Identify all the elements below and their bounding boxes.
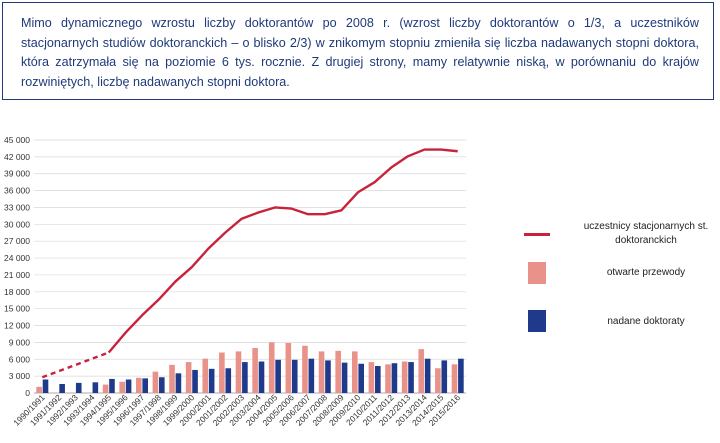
y-tick-label: 24 000 <box>4 253 30 263</box>
bar-awarded <box>109 378 115 393</box>
bar-awarded <box>341 362 348 393</box>
bar-opened <box>302 345 308 393</box>
bar-opened <box>418 349 425 393</box>
bar-opened <box>169 364 175 393</box>
y-tick-label: 30 000 <box>4 219 30 229</box>
legend-awarded-swatch <box>528 310 546 332</box>
bar-awarded <box>291 359 298 393</box>
line-series <box>41 148 458 379</box>
legend-line-swatch <box>524 233 550 236</box>
legend-awarded-label: nadane doktoraty <box>607 316 685 327</box>
bar-awarded <box>225 368 232 393</box>
y-tick-label: 45 000 <box>4 135 30 145</box>
bar-opened <box>102 384 109 393</box>
bar-awarded <box>424 358 431 393</box>
bar-opened <box>136 377 142 393</box>
y-tick-label: 27 000 <box>4 236 30 246</box>
y-tick-label: 12 000 <box>4 321 30 331</box>
bar-opened <box>318 351 325 393</box>
y-tick-label: 21 000 <box>4 270 30 280</box>
intro-paragraph: Mimo dynamicznego wzrostu liczby doktora… <box>21 16 699 89</box>
bar-awarded <box>92 382 99 393</box>
legend-opened-label: otwarte przewody <box>606 267 686 278</box>
y-tick-label: 39 000 <box>4 169 30 179</box>
y-tick-label: 18 000 <box>4 287 30 297</box>
doctoral-chart: 0 3 000 6 000 9 000 12 000 15 000 18 000 21 000… <box>4 135 466 428</box>
bar-awarded <box>175 373 182 393</box>
y-axis-ticks: 0 3 000 6 000 9 000 12 000 15 000 18 000 21 000… <box>4 135 30 398</box>
bar-opened <box>219 352 225 393</box>
bar-awarded <box>325 360 331 393</box>
bar-opened <box>252 348 258 393</box>
line-series-dashed <box>41 351 110 379</box>
legend-opened-swatch <box>528 262 546 284</box>
bar-opened <box>235 351 242 393</box>
y-tick-label: 36 000 <box>4 186 30 196</box>
bar-awarded <box>458 358 464 393</box>
bar-awarded <box>192 369 198 393</box>
bar-awarded <box>391 363 398 393</box>
bar-awarded <box>441 360 448 393</box>
intro-text-box: Mimo dynamicznego wzrostu liczby doktora… <box>2 2 714 100</box>
bar-opened <box>185 362 192 393</box>
x-axis-ticks: 1990/19911991/19921992/19931993/19941994… <box>11 392 462 428</box>
bar-opened <box>352 351 358 393</box>
bar-opened <box>435 368 441 393</box>
bar-awarded <box>375 366 381 393</box>
y-tick-label: 3 000 <box>9 371 31 381</box>
bar-awarded <box>358 363 364 393</box>
y-tick-label: 42 000 <box>4 152 30 162</box>
bar-awarded <box>42 379 49 393</box>
bar-opened <box>268 342 275 393</box>
y-tick-label: 33 000 <box>4 202 30 212</box>
y-tick-label: 0 <box>25 388 30 398</box>
y-tick-label: 6 000 <box>9 354 31 364</box>
bar-opened <box>385 364 391 393</box>
bar-opened <box>152 371 159 393</box>
gridlines <box>34 139 466 394</box>
y-tick-label: 9 000 <box>9 337 31 347</box>
bar-opened <box>285 342 292 393</box>
bar-awarded <box>275 359 281 393</box>
bar-awarded <box>142 378 148 393</box>
bar-opened <box>451 364 458 393</box>
bar-awarded <box>59 384 65 393</box>
bar-opened <box>202 358 209 393</box>
bar-opened <box>36 386 42 393</box>
bar-opened <box>368 362 375 393</box>
legend-line-label: uczestnicy stacjonarnych st. doktorancki… <box>583 221 709 246</box>
bar-awarded <box>208 368 215 393</box>
bar-awarded <box>308 358 315 393</box>
bar-awarded <box>75 382 82 393</box>
bar-awarded <box>242 362 248 393</box>
bar-opened <box>401 361 408 393</box>
bar-awarded <box>408 362 414 393</box>
bar-opened <box>335 350 341 393</box>
line-series-solid <box>107 148 458 354</box>
bar-awarded <box>258 361 265 393</box>
y-tick-label: 15 000 <box>4 304 30 314</box>
bar-awarded <box>125 379 132 393</box>
bars <box>36 342 464 393</box>
bar-awarded <box>159 377 165 393</box>
bar-opened <box>119 381 125 393</box>
